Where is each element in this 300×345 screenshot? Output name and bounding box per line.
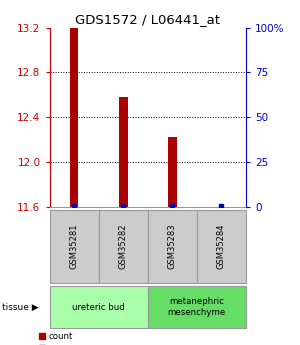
Bar: [148, 210, 197, 283]
Text: GSM35281: GSM35281: [70, 224, 79, 269]
Bar: [50, 286, 148, 328]
Bar: [197, 210, 246, 283]
Text: tissue ▶: tissue ▶: [2, 303, 38, 312]
Text: ureteric bud: ureteric bud: [72, 303, 125, 312]
Title: GDS1572 / L06441_at: GDS1572 / L06441_at: [75, 13, 220, 27]
Bar: [99, 210, 148, 283]
Bar: [50, 210, 99, 283]
Text: GSM35284: GSM35284: [217, 224, 226, 269]
Text: GSM35282: GSM35282: [119, 224, 128, 269]
Bar: [148, 286, 246, 328]
Bar: [119, 97, 128, 207]
Bar: [70, 28, 79, 207]
Legend: count, percentile rank within the sample: count, percentile rank within the sample: [39, 332, 194, 345]
Text: metanephric
mesenchyme: metanephric mesenchyme: [168, 297, 226, 317]
Text: GSM35283: GSM35283: [168, 224, 177, 269]
Bar: [168, 137, 177, 207]
